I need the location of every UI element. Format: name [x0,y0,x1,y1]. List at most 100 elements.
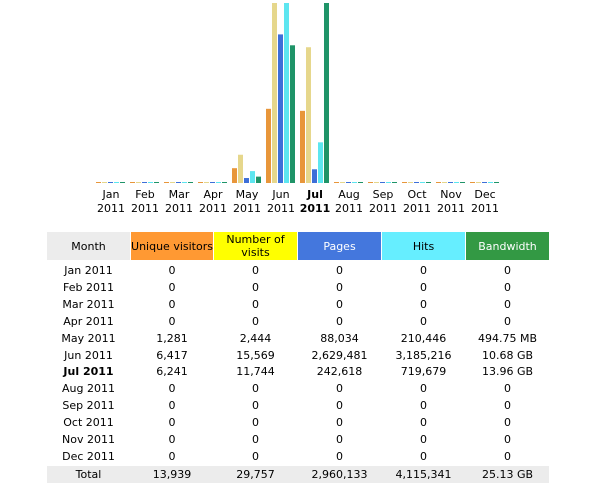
value-cell: 494.75 MB [477,331,538,345]
value-cell: 210,446 [400,331,447,345]
month-label: Nov 2011 [437,188,465,215]
value-cell: 11,744 [236,365,275,379]
bar [386,182,391,183]
value-cell: 0 [168,416,176,430]
value-cell: 0 [336,399,343,413]
table-header: Month [47,232,130,260]
total-cell: 4,115,341 [395,467,452,481]
value-cell: 0 [336,449,343,463]
bar [312,169,317,183]
month-cell: Sep 2011 [62,399,115,413]
bar [210,182,215,183]
bar [306,47,311,184]
bar [176,182,181,183]
bar [204,182,209,183]
bar [136,182,141,183]
month-label: May 2011 [233,188,261,215]
bar [300,110,305,183]
bar [198,182,203,183]
table-header: Unique visitors [131,232,213,260]
value-cell: 0 [420,433,427,446]
value-cell: 0 [252,416,259,430]
value-cell: 13.96 GB [481,365,534,379]
bar [482,182,487,183]
bar [272,3,277,183]
month-label: Mar 2011 [165,188,193,215]
value-cell: 0 [504,433,511,446]
value-cell: 0 [420,399,427,413]
bar-chart [96,3,499,184]
value-cell: 0 [168,297,176,311]
month-cell: Oct 2011 [63,416,114,430]
month-cell: May 2011 [61,331,116,345]
bar [488,182,493,183]
month-cell: Nov 2011 [62,433,115,446]
bar [238,154,243,183]
bar [420,182,425,183]
bar [250,171,255,183]
bar [182,182,187,183]
value-cell: 0 [252,433,259,446]
bar [358,182,363,183]
value-cell: 0 [252,399,259,413]
value-cell: 0 [504,264,511,277]
month-cell: Jul 2011 [63,365,114,379]
bar [256,176,261,183]
value-cell: 0 [420,280,427,294]
month-cell: Dec 2011 [62,449,115,463]
bar [96,182,101,183]
value-cell: 2,629,481 [311,348,368,362]
month-label: Jul 2011 [299,188,331,215]
value-cell: 0 [168,382,176,396]
bar [102,182,107,183]
value-cell: 0 [168,399,176,413]
value-cell: 2,444 [239,331,272,345]
month-label: Jun 2011 [267,188,295,215]
value-cell: 6,241 [156,365,188,379]
bar [368,182,373,183]
bar [380,182,385,183]
bar [244,178,249,183]
bar [494,182,499,183]
value-cell: 0 [420,416,427,430]
value-cell: 0 [420,314,427,328]
value-cell: 0 [504,382,511,396]
value-cell: 0 [252,264,259,277]
value-cell: 0 [504,416,511,430]
table-header: Hits [382,232,465,260]
bar [216,182,221,183]
table-header: Number of visits [214,232,297,260]
bar [142,182,147,183]
month-cell: Jun 2011 [64,348,113,362]
value-cell: 0 [252,297,259,311]
bar [460,182,465,183]
value-cell: 0 [504,449,511,463]
value-cell: 242,618 [316,365,363,379]
bar [334,182,339,183]
value-cell: 0 [252,449,259,463]
value-cell: 88,034 [320,331,359,345]
bar [318,142,323,183]
value-cell: 0 [336,297,343,311]
value-cell: 0 [420,449,427,463]
bar [442,182,447,183]
bar [284,3,289,183]
bar [392,182,397,183]
total-row-bg [47,465,549,483]
bar [154,182,159,183]
value-cell: 0 [336,433,343,446]
value-cell: 15,569 [236,348,275,362]
value-cell: 0 [504,399,511,413]
total-cell: 25.13 GB [481,467,534,481]
bar [120,182,125,183]
bar [170,182,175,183]
bar [374,182,379,183]
month-cell: Apr 2011 [63,314,114,328]
value-cell: 0 [504,314,511,328]
month-label: Dec 2011 [471,188,499,215]
bar [188,182,193,183]
bar [448,182,453,183]
value-cell: 0 [336,416,343,430]
value-cell: 0 [420,297,427,311]
